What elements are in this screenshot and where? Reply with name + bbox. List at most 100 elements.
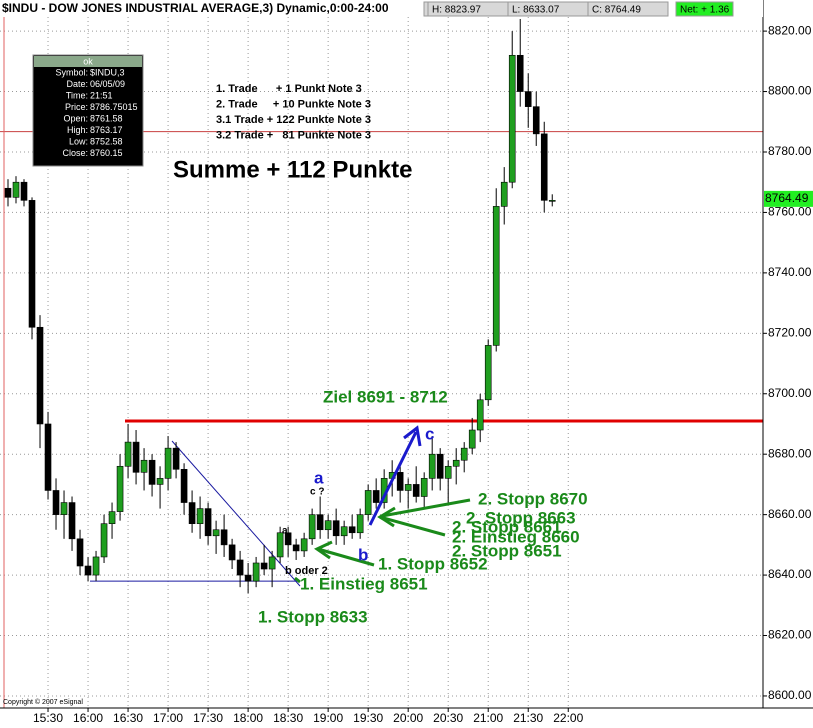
small-label: c ?	[310, 487, 324, 498]
candle-body	[412, 484, 420, 497]
trade-note: 2. Stopp 8651	[452, 541, 562, 560]
x-tick-label: 21:30	[513, 711, 543, 725]
last-price-label: 8764.49	[765, 191, 809, 205]
candle-body	[516, 54, 524, 92]
candle-body	[276, 532, 284, 558]
trend-line	[171, 440, 301, 587]
candle-body	[228, 544, 236, 561]
axis-panel	[763, 0, 813, 728]
axes: 8600.00 8620.00 8640.00 8660.00 8680.00 8700.…	[33, 23, 813, 725]
candle-body	[100, 523, 108, 558]
candle-body	[356, 514, 364, 534]
trade-note: 1. Stopp 8633	[258, 607, 368, 626]
candle-body	[508, 54, 516, 183]
candle-body	[308, 514, 316, 540]
x-tick-label: 17:30	[193, 711, 223, 725]
data-window-value: 8761.58	[90, 113, 123, 123]
x-tick-label: 21:00	[473, 711, 503, 725]
candle-body	[500, 181, 508, 207]
x-axis-panel	[0, 708, 813, 728]
x-tick-label: 18:00	[233, 711, 263, 725]
trade-note: 2. Stopp 8663	[466, 508, 576, 527]
candle-body	[60, 502, 68, 515]
candle-body	[116, 465, 124, 512]
candle-body	[148, 459, 156, 485]
quote-text: C: 8764.49	[592, 5, 641, 16]
wave-label: b	[358, 545, 368, 564]
data-window-value: 21:51	[90, 90, 113, 100]
candle-body	[452, 459, 460, 467]
candle-body	[252, 562, 260, 582]
data-window-label: Price:	[65, 102, 88, 112]
trade-note: 1. Einstieg 8651	[300, 574, 428, 593]
green-arrow	[379, 515, 446, 537]
annotations: 1. Trade + 1 Punkt Note 3 2. Trade + 10 P…	[173, 83, 588, 627]
data-window-box	[32, 54, 144, 167]
candle-body	[460, 447, 468, 461]
candle-body	[484, 345, 492, 401]
candle-body	[404, 484, 412, 491]
blue-arrow	[368, 431, 418, 526]
candle-body	[92, 556, 100, 576]
candle-body	[236, 559, 244, 576]
candle-body	[196, 508, 204, 525]
data-window-value: 06/05/09	[90, 79, 125, 89]
candle-body	[524, 91, 532, 107]
small-label: a	[282, 526, 288, 537]
green-arrow	[381, 498, 471, 518]
trade-line: 2. Trade + 10 Punkte Note 3	[216, 98, 371, 110]
candle-body	[220, 529, 228, 546]
candle-body	[428, 453, 436, 479]
candle-body	[364, 490, 372, 515]
candle-body	[164, 447, 172, 479]
wave-label: a	[314, 468, 324, 487]
green-arrow	[294, 576, 301, 584]
candle-body	[548, 200, 556, 202]
quote-text: Net: + 1.36	[680, 5, 730, 16]
x-tick-label: 16:30	[113, 711, 143, 725]
copyright: Copyright © 2007 eSignal	[3, 698, 83, 706]
data-window-label: Time:	[66, 90, 88, 100]
candle-body	[468, 429, 476, 449]
candle-body	[420, 478, 428, 497]
candle-body	[316, 514, 324, 531]
data-window-value: 8760.15	[90, 148, 123, 158]
y-tick-label: 8720.00	[768, 325, 812, 339]
wave-label: c	[425, 424, 434, 443]
chart-title: $INDU - DOW JONES INDUSTRIAL AVERAGE,3) …	[2, 1, 389, 15]
x-tick-label: 15:30	[33, 711, 63, 725]
candle-body	[180, 469, 188, 503]
candle-body	[444, 465, 452, 479]
candle-body	[204, 508, 212, 537]
candle-body	[476, 399, 484, 431]
small-label: b oder 2	[285, 565, 328, 577]
trade-line: 3.1 Trade + 122 Punkte Note 3	[216, 114, 371, 126]
candle-body	[284, 532, 292, 546]
data-window-label: High:	[67, 125, 88, 135]
trade-line: 1. Trade + 1 Punkt Note 3	[216, 83, 362, 95]
x-tick-label: 22:00	[553, 711, 583, 725]
candle-body	[12, 181, 20, 198]
candle-body	[540, 133, 548, 201]
x-tick-label: 20:30	[433, 711, 463, 725]
quote-box	[675, 1, 734, 17]
summary: Summe + 112 Punkte	[173, 156, 412, 183]
candle-body	[28, 200, 36, 328]
quote-text: L: 8633.07	[512, 5, 560, 16]
y-tick-label: 8780.00	[768, 144, 812, 158]
candle-body	[492, 206, 500, 346]
data-window-label: Close:	[62, 148, 88, 158]
candle-body	[172, 447, 180, 470]
candle-body	[340, 526, 348, 537]
y-tick-label: 8680.00	[768, 446, 812, 460]
candle-body	[300, 538, 308, 552]
x-tick-label: 19:30	[353, 711, 383, 725]
blue-arrow-head	[403, 425, 422, 447]
data-window-value: 8763.17	[90, 125, 123, 135]
candle-body	[372, 490, 380, 503]
y-tick-label: 8820.00	[768, 23, 812, 37]
candle-body	[44, 423, 52, 491]
candle-body	[52, 490, 60, 515]
